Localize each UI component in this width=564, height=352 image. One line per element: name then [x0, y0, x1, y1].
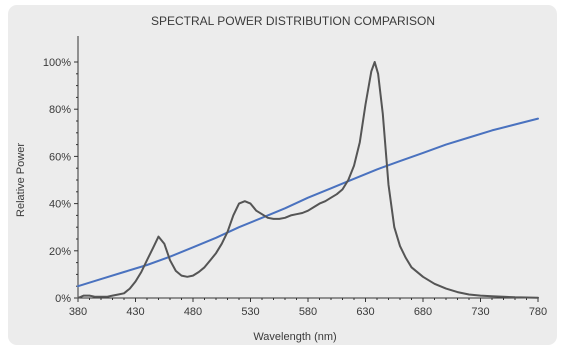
- x-tick-label: 480: [184, 306, 202, 318]
- plot-area: 0% 20% 40% 60% 80% 100% 380 430 480 530 580 630 680 7…: [43, 36, 547, 318]
- y-tick-label: 40%: [49, 199, 71, 211]
- series-line-1: [77, 117, 539, 288]
- y-axis-label: Relative Power: [15, 143, 27, 217]
- x-tick-label: 730: [471, 306, 489, 318]
- x-axis-label: Wavelength (nm): [253, 331, 336, 343]
- x-tick-label: 430: [126, 306, 144, 318]
- y-tick-label: 0%: [55, 293, 71, 305]
- y-tick-label: 100%: [43, 57, 71, 69]
- y-tick-label: 80%: [49, 104, 71, 116]
- x-tick-label: 380: [69, 306, 87, 318]
- x-tick-label: 680: [414, 306, 432, 318]
- y-tick-label: 60%: [49, 151, 71, 163]
- x-tick-label: 580: [299, 306, 317, 318]
- chart-panel: SPECTRAL POWER DISTRIBUTION COMPARISON R…: [8, 5, 557, 345]
- chart-svg: SPECTRAL POWER DISTRIBUTION COMPARISON R…: [15, 14, 547, 343]
- y-tick-label: 20%: [49, 246, 71, 258]
- series-line-2: [77, 61, 539, 299]
- x-tick-label: 630: [356, 306, 374, 318]
- x-tick-label: 780: [529, 306, 547, 318]
- x-tick-label: 530: [241, 306, 259, 318]
- chart-title: SPECTRAL POWER DISTRIBUTION COMPARISON: [151, 14, 435, 28]
